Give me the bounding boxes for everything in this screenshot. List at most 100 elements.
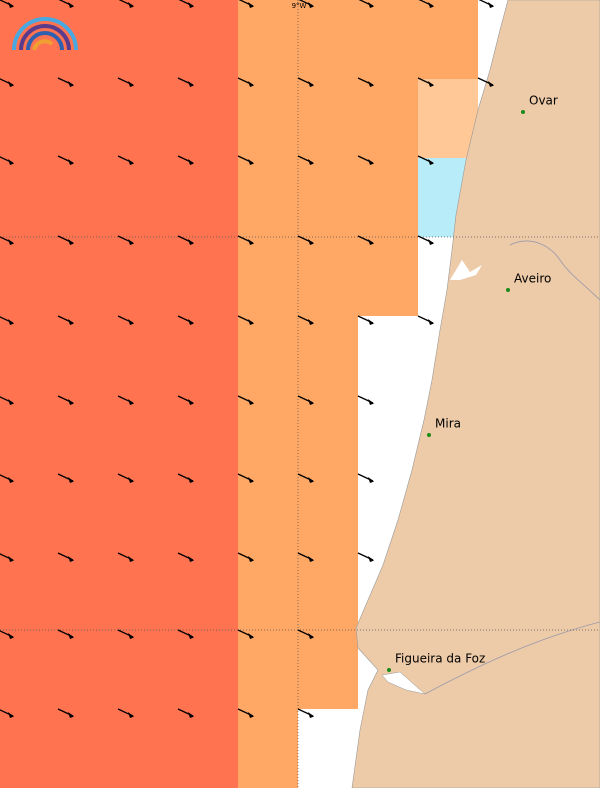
wind-arrow-head	[248, 477, 254, 483]
cell	[238, 316, 358, 709]
wind-arrow-head	[308, 712, 314, 718]
wind-arrow-head	[8, 239, 14, 245]
wind-arrow-head	[8, 633, 14, 639]
wind-arrow-head	[68, 239, 74, 245]
place-dot	[427, 433, 431, 437]
wind-arrow-head	[8, 2, 14, 8]
logo	[12, 17, 78, 51]
wind-arrow-head	[488, 2, 494, 8]
cell	[238, 0, 478, 79]
wind-arrow-head	[428, 81, 434, 87]
wind-arrow-head	[128, 633, 134, 639]
graticule-label: 9°W	[292, 2, 307, 10]
logo-arc	[26, 31, 64, 51]
place-dot	[521, 110, 525, 114]
wind-arrow-head	[428, 159, 434, 165]
wind-arrow-head	[368, 319, 374, 325]
wind-arrow-head	[308, 239, 314, 245]
wind-arrow-head	[188, 239, 194, 245]
wind-arrow-head	[308, 399, 314, 405]
wind-arrow-head	[128, 399, 134, 405]
wind-arrow-head	[8, 712, 14, 718]
wind-arrow-head	[248, 633, 254, 639]
wind-arrow-head	[308, 633, 314, 639]
wind-arrow-head	[8, 81, 14, 87]
wind-arrow-head	[8, 159, 14, 165]
wind-arrow-head	[368, 159, 374, 165]
cell	[238, 79, 418, 316]
wind-arrow-head	[128, 159, 134, 165]
wind-arrow-head	[128, 81, 134, 87]
wind-arrow-head	[428, 319, 434, 325]
wind-arrow-head	[8, 319, 14, 325]
logo-arc	[19, 24, 71, 51]
wind-arrow-head	[128, 239, 134, 245]
wind-arrow-head	[248, 81, 254, 87]
wind-arrow-head	[68, 399, 74, 405]
cell	[238, 709, 298, 788]
wind-arrow-head	[308, 81, 314, 87]
place-dot	[506, 288, 510, 292]
wind-arrow-head	[68, 319, 74, 325]
ocean-cells	[0, 0, 478, 788]
cell	[0, 0, 238, 788]
wind-arrow-head	[188, 159, 194, 165]
wind-arrow-head	[248, 2, 254, 8]
wind-arrow-head	[248, 319, 254, 325]
wind-arrow-head	[488, 81, 494, 87]
wind-arrow-head	[128, 712, 134, 718]
wind-arrow-head	[8, 556, 14, 562]
wind-arrow-head	[308, 319, 314, 325]
river	[424, 621, 600, 695]
wind-arrow-head	[428, 2, 434, 8]
wind-arrow-head	[128, 319, 134, 325]
wind-arrow-head	[368, 239, 374, 245]
cell	[418, 79, 478, 158]
wind-arrow-head	[188, 556, 194, 562]
place-label: Figueira da Foz	[395, 652, 485, 666]
river	[509, 240, 600, 301]
wind-arrow-head	[428, 239, 434, 245]
wind-arrows	[0, 0, 494, 718]
wind-arrow-head	[188, 2, 194, 8]
place-label: Aveiro	[514, 272, 551, 286]
wind-arrow-head	[188, 712, 194, 718]
place-dot	[387, 668, 391, 672]
wind-arrow-head	[128, 2, 134, 8]
wind-arrow-head	[248, 399, 254, 405]
logo-arc	[32, 39, 54, 51]
wind-arrow-head	[308, 159, 314, 165]
wind-arrow-head	[8, 399, 14, 405]
wind-arrow-head	[128, 556, 134, 562]
land	[351, 0, 600, 788]
wind-arrow-head	[188, 81, 194, 87]
wind-arrow-head	[368, 556, 374, 562]
wind-arrow-head	[188, 477, 194, 483]
wind-arrow-head	[68, 556, 74, 562]
wind-arrow-head	[368, 399, 374, 405]
wind-arrow-head	[188, 319, 194, 325]
logo-arc	[12, 17, 78, 51]
wind-arrow-head	[128, 477, 134, 483]
wind-arrow-head	[308, 556, 314, 562]
wind-arrow-head	[248, 556, 254, 562]
wind-arrow-head	[188, 633, 194, 639]
wind-arrow-head	[248, 712, 254, 718]
wind-arrow-head	[68, 712, 74, 718]
place-label: Ovar	[529, 94, 558, 108]
wind-arrow-head	[68, 81, 74, 87]
wind-arrow-head	[248, 159, 254, 165]
wind-arrow-head	[68, 2, 74, 8]
places: Ovar Aveiro Mira Figueira da Foz	[387, 94, 558, 672]
wind-arrow-head	[368, 477, 374, 483]
wind-arrow-head	[68, 477, 74, 483]
wind-arrow-head	[308, 477, 314, 483]
wind-arrow-head	[308, 2, 314, 8]
wind-arrow-head	[188, 399, 194, 405]
wind-arrow-head	[68, 159, 74, 165]
lagoon	[450, 260, 482, 280]
wind-arrow-head	[68, 633, 74, 639]
place-label: Mira	[435, 417, 461, 431]
wind-arrow-head	[368, 2, 374, 8]
